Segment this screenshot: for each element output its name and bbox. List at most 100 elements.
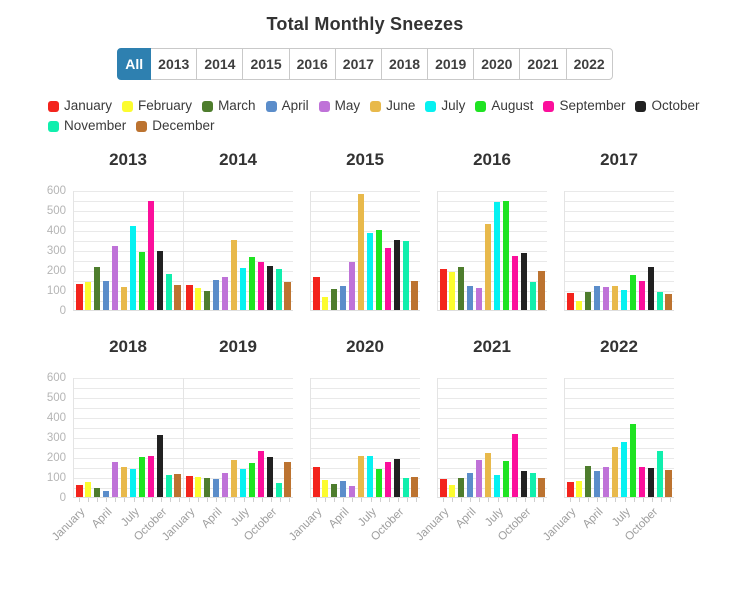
bar-april[interactable] [593, 470, 601, 497]
bar-april[interactable] [339, 285, 347, 310]
bar-december[interactable] [284, 281, 291, 310]
bar-september[interactable] [147, 455, 155, 497]
bar-december[interactable] [284, 461, 291, 497]
bar-june[interactable] [357, 193, 365, 310]
bar-june[interactable] [484, 452, 492, 497]
legend-item-november[interactable]: November [48, 118, 126, 134]
legend-item-september[interactable]: September [543, 98, 625, 114]
bar-february[interactable] [575, 480, 583, 497]
bar-december[interactable] [538, 270, 545, 310]
bar-may[interactable] [348, 261, 356, 310]
bar-august[interactable] [138, 456, 146, 497]
bar-july[interactable] [493, 474, 501, 497]
bar-november[interactable] [402, 477, 410, 497]
bar-december[interactable] [174, 473, 181, 497]
bar-november[interactable] [656, 450, 664, 497]
bar-october[interactable] [520, 252, 528, 310]
bar-august[interactable] [502, 200, 510, 310]
bar-march[interactable] [93, 266, 101, 310]
bar-november[interactable] [529, 281, 537, 310]
bar-august[interactable] [502, 460, 510, 497]
bar-november[interactable] [165, 474, 173, 497]
bar-january[interactable] [440, 268, 447, 310]
bar-august[interactable] [248, 256, 256, 310]
bar-june[interactable] [120, 466, 128, 497]
bar-november[interactable] [275, 268, 283, 310]
bar-october[interactable] [266, 456, 274, 497]
bar-october[interactable] [393, 458, 401, 497]
bar-november[interactable] [656, 291, 664, 310]
bar-august[interactable] [248, 462, 256, 497]
tab-all[interactable]: All [117, 48, 152, 80]
legend-item-december[interactable]: December [136, 118, 215, 134]
bar-may[interactable] [111, 245, 119, 310]
bar-june[interactable] [230, 459, 238, 497]
bar-june[interactable] [611, 285, 619, 310]
bar-june[interactable] [611, 446, 619, 497]
bar-january[interactable] [76, 283, 83, 310]
bar-september[interactable] [638, 280, 646, 310]
bar-april[interactable] [466, 285, 474, 310]
bar-may[interactable] [111, 461, 119, 497]
bar-june[interactable] [484, 223, 492, 310]
bar-july[interactable] [129, 225, 137, 310]
bar-march[interactable] [584, 465, 592, 497]
bar-december[interactable] [538, 477, 545, 497]
bar-january[interactable] [313, 276, 320, 310]
bar-december[interactable] [174, 284, 181, 310]
bar-may[interactable] [475, 287, 483, 310]
bar-april[interactable] [466, 472, 474, 497]
bar-march[interactable] [203, 290, 211, 310]
legend-item-june[interactable]: June [370, 98, 415, 114]
tab-2019[interactable]: 2019 [427, 48, 475, 80]
bar-august[interactable] [629, 423, 637, 497]
bar-february[interactable] [321, 479, 329, 497]
tab-2020[interactable]: 2020 [473, 48, 521, 80]
legend-item-july[interactable]: July [425, 98, 465, 114]
tab-2021[interactable]: 2021 [519, 48, 567, 80]
bar-july[interactable] [366, 455, 374, 497]
bar-january[interactable] [313, 466, 320, 497]
legend-item-may[interactable]: May [318, 98, 360, 114]
bar-october[interactable] [156, 250, 164, 310]
bar-february[interactable] [194, 287, 202, 310]
bar-may[interactable] [221, 472, 229, 497]
tab-2017[interactable]: 2017 [334, 48, 382, 80]
bar-september[interactable] [257, 450, 265, 497]
bar-january[interactable] [186, 284, 193, 310]
tab-2013[interactable]: 2013 [150, 48, 198, 80]
bar-april[interactable] [593, 285, 601, 310]
bar-october[interactable] [156, 434, 164, 497]
bar-november[interactable] [402, 240, 410, 310]
bar-july[interactable] [239, 468, 247, 497]
bar-september[interactable] [147, 200, 155, 310]
bar-september[interactable] [511, 433, 519, 497]
bar-october[interactable] [520, 470, 528, 497]
bar-july[interactable] [129, 468, 137, 497]
bar-february[interactable] [448, 484, 456, 497]
tab-2015[interactable]: 2015 [242, 48, 290, 80]
legend-item-august[interactable]: August [475, 98, 533, 114]
bar-august[interactable] [375, 468, 383, 497]
bar-december[interactable] [665, 293, 672, 310]
bar-november[interactable] [165, 273, 173, 310]
bar-january[interactable] [567, 292, 574, 310]
bar-march[interactable] [330, 483, 338, 497]
tab-2014[interactable]: 2014 [196, 48, 244, 80]
bar-march[interactable] [203, 477, 211, 497]
bar-february[interactable] [84, 481, 92, 497]
bar-december[interactable] [411, 476, 418, 497]
bar-november[interactable] [275, 482, 283, 497]
bar-september[interactable] [257, 261, 265, 310]
tab-2016[interactable]: 2016 [288, 48, 336, 80]
bar-april[interactable] [102, 280, 110, 310]
bar-july[interactable] [620, 441, 628, 497]
bar-may[interactable] [221, 276, 229, 310]
tab-2022[interactable]: 2022 [565, 48, 613, 80]
bar-february[interactable] [194, 476, 202, 497]
bar-september[interactable] [384, 247, 392, 310]
bar-september[interactable] [638, 466, 646, 497]
bar-march[interactable] [457, 266, 465, 310]
bar-june[interactable] [230, 239, 238, 310]
bar-february[interactable] [575, 300, 583, 310]
